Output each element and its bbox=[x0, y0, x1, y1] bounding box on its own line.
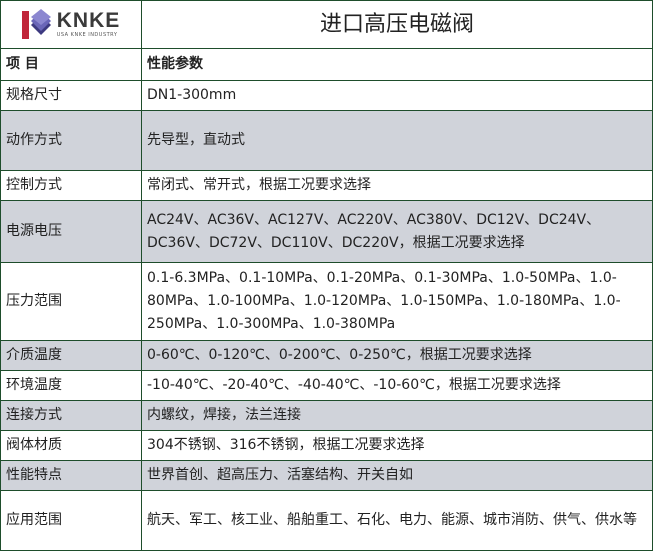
table-row: 电源电压 AC24V、AC36V、AC127V、AC220V、AC380V、DC1… bbox=[0, 200, 653, 263]
row-value: 内螺纹，焊接，法兰连接 bbox=[141, 400, 653, 431]
row-label: 电源电压 bbox=[0, 200, 142, 263]
table-row: 性能特点 世界首创、超高压力、活塞结构、开关自如 bbox=[0, 460, 653, 491]
table-row: 控制方式 常闭式、常开式，根据工况要求选择 bbox=[0, 170, 653, 201]
table-row: 环境温度 -10-40℃、-20-40℃、-40-40℃、-10-60℃，根据工况… bbox=[0, 370, 653, 401]
table-row: 阀体材质 304不锈钢、316不锈钢，根据工况要求选择 bbox=[0, 430, 653, 461]
row-label: 性能特点 bbox=[0, 460, 142, 491]
row-value: 航天、军工、核工业、船舶重工、石化、电力、能源、城市消防、供气、供水等 bbox=[141, 490, 653, 551]
row-label: 应用范围 bbox=[0, 490, 142, 551]
row-value: DN1-300mm bbox=[141, 80, 653, 111]
row-value: 常闭式、常开式，根据工况要求选择 bbox=[141, 170, 653, 201]
row-label: 压力范围 bbox=[0, 262, 142, 341]
logo: KNKE USA KNKE INDUSTRY bbox=[6, 8, 136, 41]
row-label: 介质温度 bbox=[0, 340, 142, 371]
table-row: 动作方式 先导型，直动式 bbox=[0, 110, 653, 171]
table-row: 应用范围 航天、军工、核工业、船舶重工、石化、电力、能源、城市消防、供气、供水等 bbox=[0, 490, 653, 551]
row-value: 0.1-6.3MPa、0.1-10MPa、0.1-20MPa、0.1-30MPa… bbox=[141, 262, 653, 341]
row-value: 先导型，直动式 bbox=[141, 110, 653, 171]
header-param: 性能参数 bbox=[141, 48, 653, 81]
row-value: AC24V、AC36V、AC127V、AC220V、AC380V、DC12V、D… bbox=[141, 200, 653, 263]
table-row: 压力范围 0.1-6.3MPa、0.1-10MPa、0.1-20MPa、0.1-3… bbox=[0, 262, 653, 341]
row-label: 环境温度 bbox=[0, 370, 142, 401]
row-label: 规格尺寸 bbox=[0, 80, 142, 111]
table-row: 连接方式 内螺纹，焊接，法兰连接 bbox=[0, 400, 653, 431]
table-row: 规格尺寸 DN1-300mm bbox=[0, 80, 653, 111]
row-value: 世界首创、超高压力、活塞结构、开关自如 bbox=[141, 460, 653, 491]
row-value: 0-60℃、0-120℃、0-200℃、0-250℃，根据工况要求选择 bbox=[141, 340, 653, 371]
row-label: 阀体材质 bbox=[0, 430, 142, 461]
row-value: 304不锈钢、316不锈钢，根据工况要求选择 bbox=[141, 430, 653, 461]
brand-name: KNKE bbox=[56, 9, 121, 32]
row-value: -10-40℃、-20-40℃、-40-40℃、-10-60℃，根据工况要求选择 bbox=[141, 370, 653, 401]
header-item: 项 目 bbox=[0, 48, 142, 81]
row-label: 连接方式 bbox=[0, 400, 142, 431]
table-row: 介质温度 0-60℃、0-120℃、0-200℃、0-250℃，根据工况要求选择 bbox=[0, 340, 653, 371]
logo-cell: KNKE USA KNKE INDUSTRY bbox=[0, 0, 142, 49]
row-label: 控制方式 bbox=[0, 170, 142, 201]
row-label: 动作方式 bbox=[0, 110, 142, 171]
page-title: 进口高压电磁阀 bbox=[141, 0, 653, 49]
logo-icon bbox=[21, 8, 51, 39]
brand-subtitle: USA KNKE INDUSTRY bbox=[56, 32, 118, 38]
